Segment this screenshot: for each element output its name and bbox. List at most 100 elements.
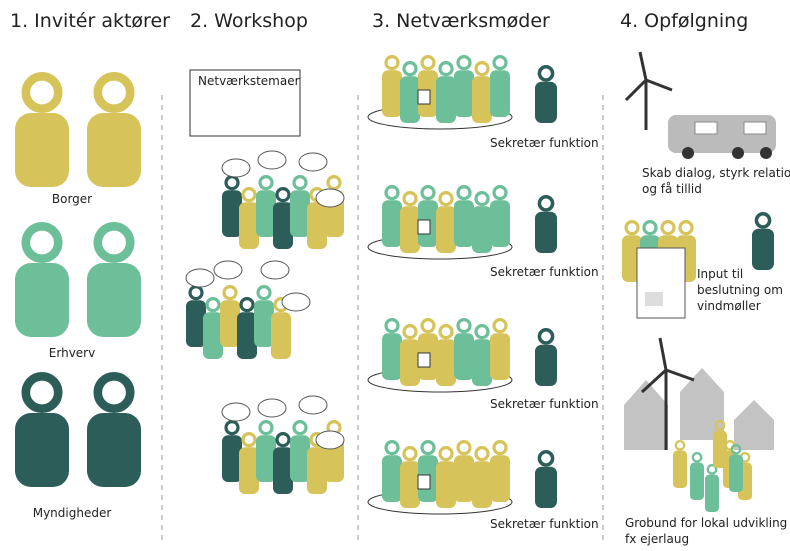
person-body	[400, 339, 420, 386]
person-head	[644, 222, 656, 234]
person-body	[87, 113, 141, 187]
themes-label: Netværkstemaer	[198, 74, 300, 88]
diagram: 1. Invitér aktører 2. Workshop 3. Netvær…	[0, 0, 790, 551]
column-title: 2. Workshop	[190, 10, 308, 32]
person-head	[328, 177, 340, 189]
note: Input til	[697, 267, 743, 281]
note	[418, 220, 430, 234]
person-body	[400, 76, 420, 123]
speech-bubble	[258, 399, 286, 417]
person-head	[224, 287, 236, 299]
person-body	[15, 413, 69, 487]
person-head	[404, 63, 416, 75]
speech-bubble	[299, 153, 327, 171]
person-body	[472, 206, 492, 253]
speech-bubble	[222, 159, 250, 177]
person-body	[690, 463, 704, 500]
speech-bubble	[316, 189, 344, 207]
person-head	[404, 326, 416, 338]
person-head	[386, 442, 398, 454]
secretary-label: Sekretær funktion	[490, 517, 599, 531]
person-head	[26, 376, 58, 408]
bus-window	[744, 122, 766, 134]
person-body	[490, 333, 510, 380]
person-head	[294, 422, 306, 434]
person-head	[422, 320, 434, 332]
person-body	[15, 113, 69, 187]
person-head	[98, 376, 130, 408]
person-head	[662, 222, 674, 234]
person-body	[436, 76, 456, 123]
wheel	[732, 147, 744, 159]
person-head	[476, 63, 488, 75]
person-body	[535, 467, 557, 508]
speech-bubble	[261, 261, 289, 279]
person-head	[277, 189, 289, 201]
person-head	[241, 299, 253, 311]
note: og få tillid	[642, 182, 702, 196]
person-head	[476, 193, 488, 205]
person-body	[472, 339, 492, 386]
person-head	[539, 197, 552, 210]
person-head	[404, 193, 416, 205]
person-body	[382, 333, 402, 380]
group-label: Erhverv	[49, 346, 95, 360]
person-body	[454, 455, 474, 502]
person-head	[98, 76, 130, 108]
note: Grobund for lokal udvikling	[625, 516, 787, 530]
column-title: 1. Invitér aktører	[10, 10, 170, 32]
person-head	[539, 330, 552, 343]
secretary-label: Sekretær funktion	[490, 265, 599, 279]
person-head	[440, 63, 452, 75]
person-head	[226, 177, 238, 189]
person-body	[454, 200, 474, 247]
note	[418, 475, 430, 489]
person-head	[494, 57, 506, 69]
note: beslutning om	[697, 283, 783, 297]
person-head	[626, 222, 638, 234]
person-head	[258, 287, 270, 299]
person-body	[400, 206, 420, 253]
speech-bubble	[282, 293, 310, 311]
secretary-label: Sekretær funktion	[490, 397, 599, 411]
person-body	[535, 212, 557, 253]
person-body	[472, 461, 492, 508]
person-head	[260, 177, 272, 189]
person-head	[458, 442, 470, 454]
person-head	[422, 442, 434, 454]
person-head	[26, 226, 58, 258]
person-head	[476, 326, 488, 338]
person-head	[294, 177, 306, 189]
secretary-label: Sekretær funktion	[490, 136, 599, 150]
wheel	[760, 147, 772, 159]
document	[637, 248, 685, 318]
note	[418, 353, 430, 367]
column-title: 3. Netværksmøder	[372, 10, 550, 32]
person-head	[458, 187, 470, 199]
speech-bubble	[299, 396, 327, 414]
note	[418, 90, 430, 104]
person-body	[382, 200, 402, 247]
speech-bubble	[222, 403, 250, 421]
person-body	[436, 339, 456, 386]
group-label: Borger	[52, 192, 92, 206]
note: Skab dialog, styrk relation	[642, 166, 790, 180]
person-body	[535, 82, 557, 123]
group-label: Myndigheder	[33, 506, 112, 520]
person-head	[422, 57, 434, 69]
person-body	[436, 461, 456, 508]
houses	[624, 368, 774, 450]
bus-window	[695, 122, 717, 134]
person-body	[752, 229, 774, 270]
person-head	[277, 434, 289, 446]
person-body	[15, 263, 69, 337]
person-body	[400, 461, 420, 508]
person-body	[673, 451, 687, 488]
speech-bubble	[258, 151, 286, 169]
person-body	[87, 263, 141, 337]
speech-bubble	[316, 431, 344, 449]
person-head	[226, 422, 238, 434]
note: fx ejerlaug	[625, 532, 689, 546]
note: vindmøller	[697, 299, 761, 313]
person-head	[676, 441, 684, 449]
